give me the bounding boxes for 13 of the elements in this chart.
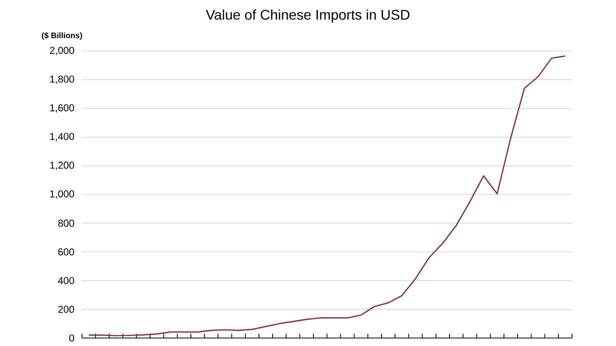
y-tick-label: 1,400 (50, 132, 74, 142)
y-axis-title: ($ Billions) (42, 32, 82, 40)
y-tick-label: 800 (58, 220, 74, 227)
y-tick-label: 1,200 (50, 162, 74, 170)
y-tick-label: 400 (58, 277, 74, 284)
y-tick-label: 1,600 (50, 104, 74, 113)
y-tick-label: 600 (58, 248, 74, 256)
y-tick-label: 1,800 (50, 76, 74, 84)
chart-title: Value of Chinese Imports in USD (206, 9, 410, 23)
y-tick-label: 200 (58, 306, 74, 313)
y-tick-label: 2,000 (50, 46, 74, 56)
y-tick-label: 1,000 (50, 190, 74, 199)
y-tick-label: 0 (69, 334, 74, 342)
